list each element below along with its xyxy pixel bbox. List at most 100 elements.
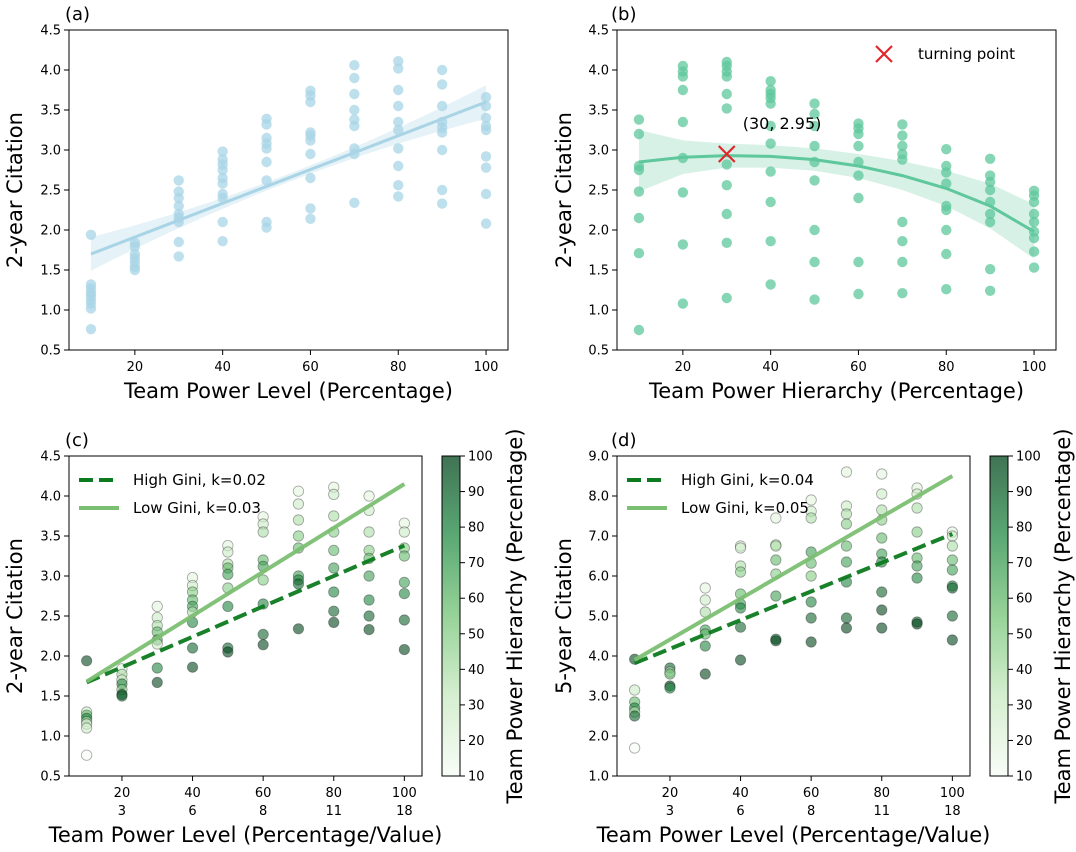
data-point (222, 646, 234, 658)
data-point (173, 200, 184, 212)
data-point (984, 216, 996, 228)
data-point (629, 710, 641, 722)
y-tick-label: 1.5 (40, 264, 61, 279)
y-tick-label: 1.0 (40, 730, 61, 745)
x-tick-label: 60 (302, 360, 319, 375)
data-point (809, 294, 820, 305)
data-point (734, 654, 747, 666)
data-point (261, 143, 272, 154)
y-tick-label: 3.0 (588, 144, 609, 159)
confidence-band (638, 130, 1035, 259)
data-point (292, 623, 305, 635)
data-point (911, 526, 923, 538)
x-tick-label: 80 (938, 360, 955, 375)
data-point (770, 590, 782, 602)
panel-a: (a) 0.5 1.0 1.5 2.0 2.5 3.0 3.5 4.0 4.5 20 40 60 80 10… (3, 4, 509, 403)
data-point (173, 175, 184, 186)
data-point (398, 614, 410, 626)
data-point (840, 556, 853, 568)
data-point (897, 288, 908, 299)
data-point (664, 682, 676, 694)
data-point (328, 605, 340, 617)
data-point (911, 502, 923, 514)
y-tick-label: 4.0 (588, 650, 609, 665)
data-point (805, 570, 817, 582)
data-point (765, 120, 776, 132)
colorbar-tick-label: 80 (468, 521, 485, 536)
data-point (699, 582, 711, 594)
data-point (292, 498, 305, 510)
data-point (984, 264, 996, 275)
y-tick-label: 4.5 (40, 450, 61, 465)
data-point (699, 594, 711, 606)
data-point (805, 612, 817, 624)
data-point (876, 586, 888, 598)
colorbar-tick-label: 70 (1016, 556, 1033, 571)
y-tick-label: 3.0 (40, 144, 61, 159)
colorbar-tick-label: 10 (1016, 770, 1033, 785)
y-tick-label: 2.0 (588, 224, 609, 239)
data-point (946, 564, 958, 576)
data-point (911, 618, 923, 630)
data-point (876, 488, 888, 500)
data-point (349, 197, 360, 208)
colorbar-label: Team Power Hierarchy (Percentage) (1051, 428, 1075, 804)
y-tick-label: 2.5 (588, 184, 609, 199)
x-tick-label: 100 (1022, 360, 1047, 375)
data-point (292, 578, 305, 590)
data-point (946, 582, 958, 594)
y-tick-label: 6.0 (588, 570, 609, 585)
data-point (984, 184, 996, 196)
x-tick-label: 20 (662, 786, 679, 801)
data-point (436, 144, 448, 156)
series-line-high-gini (85, 543, 406, 685)
y-tick-label: 4.0 (588, 64, 609, 79)
data-point (805, 512, 817, 524)
x-tick-secondary-label: 18 (396, 804, 413, 819)
x-tick-label: 40 (762, 360, 779, 375)
data-point (897, 154, 908, 165)
data-point (328, 488, 340, 500)
data-point (173, 236, 184, 248)
data-point (222, 546, 234, 558)
data-point (328, 544, 340, 557)
x-axis-label: Team Power Level (Percentage/Value) (48, 823, 443, 847)
y-tick-label: 2.0 (40, 224, 61, 239)
y-tick-label: 4.5 (588, 24, 609, 39)
data-point (328, 510, 340, 522)
panel-label: (d) (611, 430, 636, 451)
data-point (765, 279, 776, 290)
data-point (633, 212, 645, 224)
colorbar-tick-label: 10 (468, 770, 485, 785)
data-point (116, 690, 128, 702)
y-tick-label: 4.5 (40, 24, 61, 39)
data-point (876, 604, 888, 616)
y-tick-label: 4.0 (40, 64, 61, 79)
y-tick-label: 1.0 (40, 304, 61, 319)
colorbar-tick-label: 40 (468, 663, 485, 678)
data-point (734, 542, 747, 554)
data-point (393, 191, 404, 202)
data-point (721, 237, 732, 248)
data-point (186, 642, 199, 654)
data-point (1028, 208, 1040, 220)
y-tick-label: 7.0 (588, 530, 609, 545)
data-point (805, 494, 817, 506)
data-point (393, 63, 404, 74)
data-point (436, 79, 448, 90)
y-axis-label: 2-year Citation (552, 112, 576, 268)
data-point (363, 570, 375, 582)
y-tick-label: 3.0 (588, 690, 609, 705)
data-point (480, 218, 492, 229)
data-point (677, 116, 689, 128)
data-point (897, 130, 908, 141)
legend-label: Low Gini, k=0.03 (133, 499, 261, 517)
x-tick-secondary-label: 11 (325, 804, 342, 819)
data-point (305, 135, 316, 146)
x-tick-secondary-label: 3 (666, 804, 674, 819)
data-point (398, 643, 410, 656)
x-tick-label: 60 (255, 786, 272, 801)
data-point (85, 303, 97, 314)
x-tick-label: 40 (214, 360, 231, 375)
x-tick-secondary-label: 18 (944, 804, 961, 819)
